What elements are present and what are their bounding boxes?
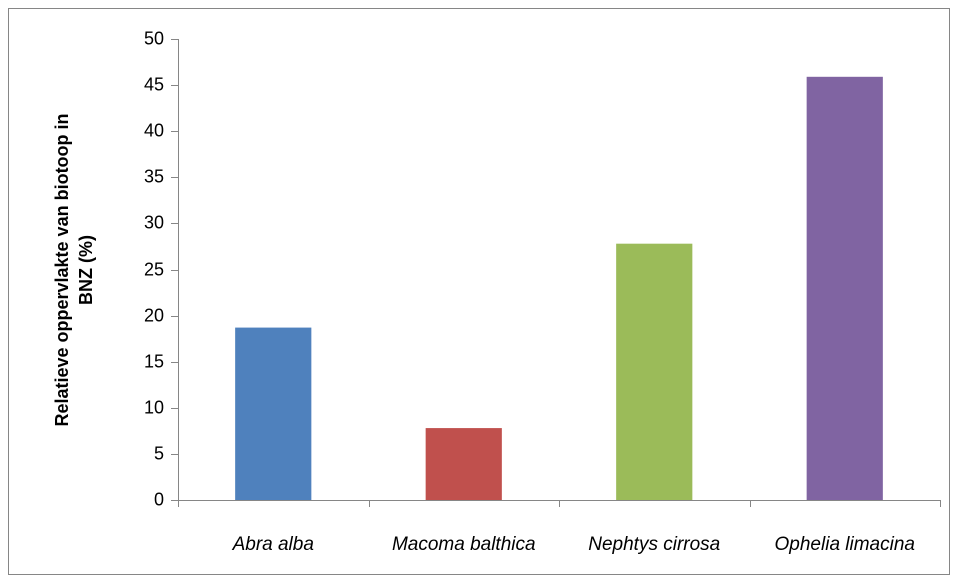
y-axis-label: Relatieve oppervlakte van biotoop in BNZ… (52, 113, 96, 426)
bar (425, 428, 502, 500)
y-tick-label: 10 (144, 397, 164, 417)
y-tick-label: 40 (144, 120, 164, 140)
y-tick-label: 45 (144, 74, 164, 94)
y-tick-label: 20 (144, 305, 164, 325)
x-tick-label: Ophelia limacina (775, 534, 915, 555)
y-tick-label: 35 (144, 166, 164, 186)
bar (806, 76, 883, 500)
y-tick-label: 50 (144, 28, 164, 48)
x-tick-label: Nephtys cirrosa (588, 534, 720, 555)
y-tick-label: 30 (144, 212, 164, 232)
y-axis-label-line: Relatieve oppervlakte van biotoop in (52, 113, 72, 426)
x-tick-label: Macoma balthica (392, 534, 536, 555)
y-axis-label-line: BNZ (%) (76, 235, 96, 305)
y-tick-label: 0 (154, 489, 164, 509)
y-tick-label: 15 (144, 351, 164, 371)
x-tick-label: Abra alba (232, 534, 314, 555)
y-tick-label: 25 (144, 259, 164, 279)
bar (235, 327, 312, 500)
y-tick-label: 5 (154, 443, 164, 463)
bar (616, 243, 693, 500)
